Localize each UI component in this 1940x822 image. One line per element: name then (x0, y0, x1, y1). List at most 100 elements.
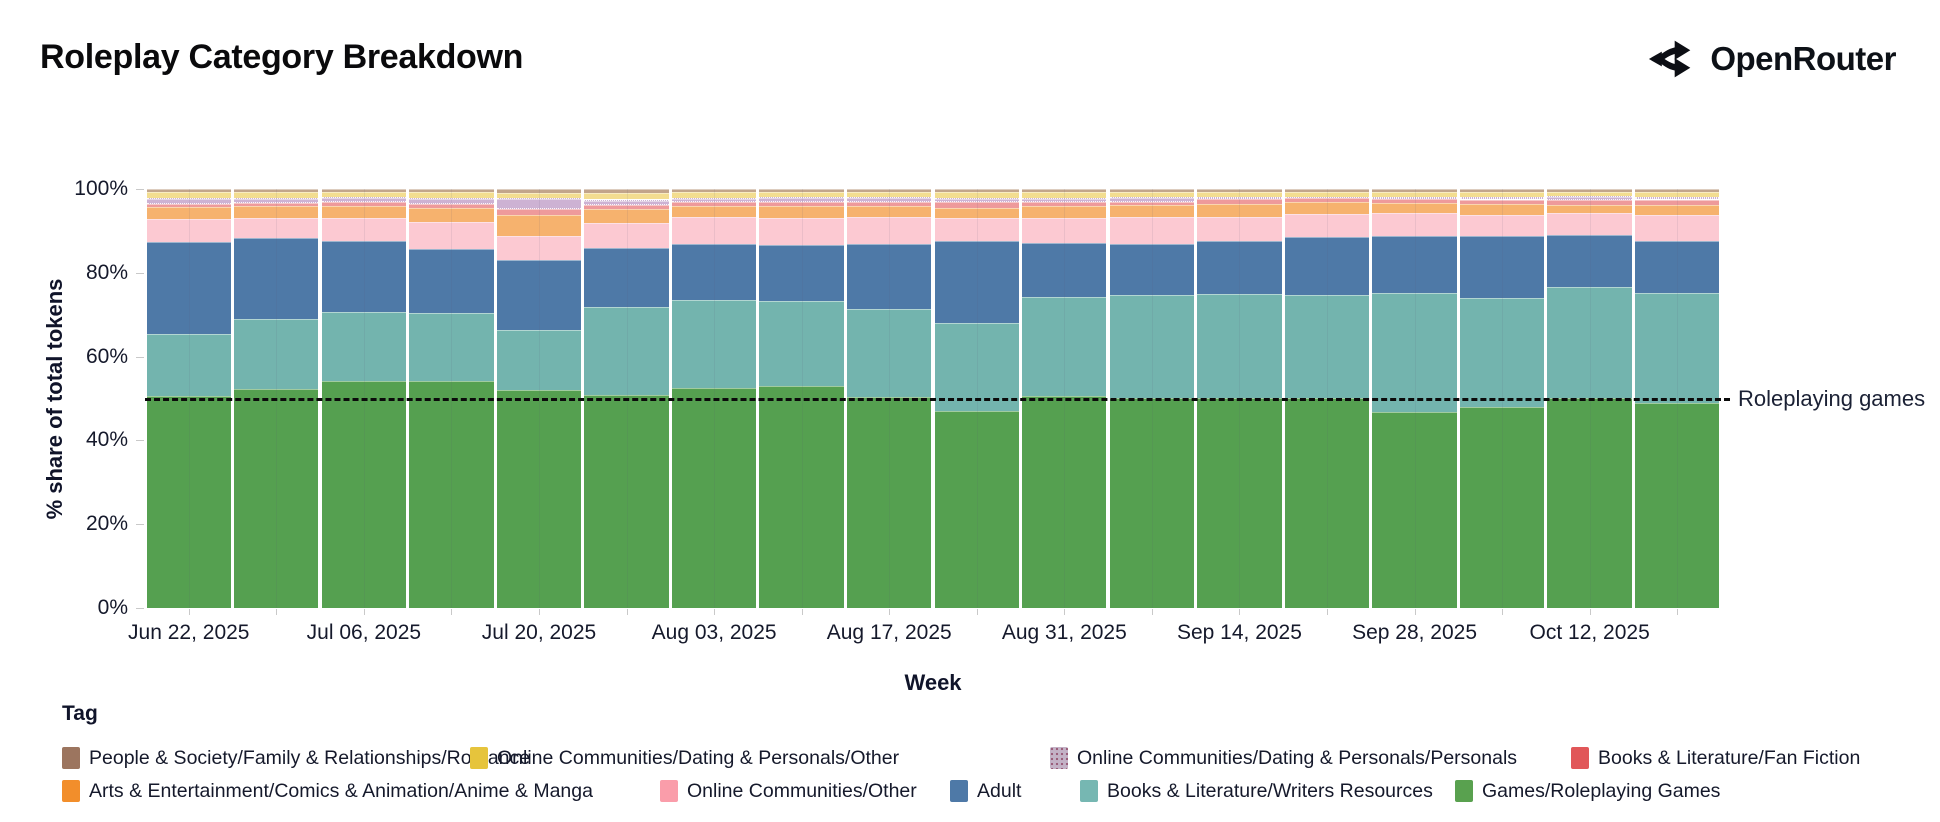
bar-segment[interactable] (1372, 196, 1457, 199)
bar-segment[interactable] (671, 202, 757, 207)
bar-segment[interactable] (146, 396, 231, 608)
bar-segment[interactable] (934, 410, 1019, 608)
bar-segment[interactable] (1284, 191, 1370, 197)
legend-item[interactable]: People & Society/Family & Relationships/… (62, 746, 530, 770)
bar-segment[interactable] (671, 299, 757, 389)
bar-segment[interactable] (1197, 191, 1282, 197)
bar-segment[interactable] (234, 189, 319, 193)
bar-segment[interactable] (1372, 198, 1457, 204)
bar-segment[interactable] (1547, 397, 1632, 608)
bar-segment[interactable] (847, 189, 932, 192)
bar-segment[interactable] (1109, 189, 1195, 192)
bar-segment[interactable] (847, 396, 932, 608)
bar-segment[interactable] (496, 189, 582, 194)
bar-segment[interactable] (1459, 407, 1545, 608)
bar-segment[interactable] (759, 386, 844, 608)
bar-segment[interactable] (409, 198, 494, 204)
bar-segment[interactable] (234, 192, 319, 198)
bar-segment[interactable] (934, 241, 1019, 323)
bar-segment[interactable] (1197, 217, 1282, 242)
bar-segment[interactable] (1635, 204, 1720, 215)
stacked-bar[interactable] (934, 189, 1019, 608)
bar-segment[interactable] (934, 218, 1019, 242)
bar-segment[interactable] (321, 189, 407, 192)
legend-item[interactable]: Arts & Entertainment/Comics & Animation/… (62, 779, 593, 803)
bar-segment[interactable] (1372, 189, 1457, 192)
bar-segment[interactable] (847, 197, 932, 202)
stacked-bar[interactable] (671, 189, 757, 608)
stacked-bar[interactable] (1022, 189, 1107, 608)
bar-segment[interactable] (409, 208, 494, 222)
bar-segment[interactable] (234, 319, 319, 389)
bar-segment[interactable] (1022, 192, 1107, 198)
bar-segment[interactable] (1197, 241, 1282, 295)
bar-segment[interactable] (496, 329, 582, 391)
bar-segment[interactable] (1022, 217, 1107, 243)
legend-item[interactable]: Online Communities/Dating & Personals/Pe… (1050, 746, 1517, 770)
stacked-bar[interactable] (1459, 189, 1545, 608)
bar-segment[interactable] (496, 390, 582, 608)
bar-segment[interactable] (671, 192, 757, 198)
bar-segment[interactable] (1022, 206, 1107, 218)
bar-segment[interactable] (1547, 213, 1632, 235)
bar-segment[interactable] (146, 204, 231, 208)
bar-segment[interactable] (1635, 196, 1720, 200)
bar-segment[interactable] (1197, 397, 1282, 608)
bar-segment[interactable] (409, 221, 494, 249)
bar-segment[interactable] (1372, 213, 1457, 236)
bar-segment[interactable] (759, 245, 844, 301)
bar-segment[interactable] (934, 202, 1019, 209)
bar-segment[interactable] (321, 240, 407, 312)
bar-segment[interactable] (671, 206, 757, 218)
bar-segment[interactable] (1547, 196, 1632, 201)
bar-segment[interactable] (234, 217, 319, 238)
bar-segment[interactable] (496, 236, 582, 261)
bar-segment[interactable] (1109, 397, 1195, 608)
bar-segment[interactable] (1197, 189, 1282, 192)
bar-segment[interactable] (759, 201, 844, 206)
bar-segment[interactable] (1284, 198, 1370, 203)
bar-segment[interactable] (584, 307, 669, 395)
bar-segment[interactable] (1635, 191, 1720, 197)
bar-segment[interactable] (1547, 287, 1632, 398)
bar-segment[interactable] (1284, 189, 1370, 192)
bar-segment[interactable] (1022, 189, 1107, 193)
bar-segment[interactable] (321, 202, 407, 206)
bar-segment[interactable] (1459, 236, 1545, 299)
bar-segment[interactable] (1372, 235, 1457, 293)
stacked-bar[interactable] (1547, 189, 1632, 608)
bar-segment[interactable] (584, 193, 669, 200)
bar-segment[interactable] (1109, 243, 1195, 296)
bar-segment[interactable] (584, 247, 669, 308)
bar-segment[interactable] (584, 208, 669, 224)
bar-segment[interactable] (1459, 204, 1545, 215)
bar-segment[interactable] (671, 388, 757, 608)
bar-segment[interactable] (1459, 189, 1545, 192)
bar-segment[interactable] (584, 204, 669, 209)
bar-segment[interactable] (146, 189, 231, 192)
bar-segment[interactable] (1284, 237, 1370, 295)
bar-segment[interactable] (934, 208, 1019, 219)
bar-segment[interactable] (934, 189, 1019, 192)
bar-segment[interactable] (671, 217, 757, 244)
bar-segment[interactable] (1635, 215, 1720, 241)
bar-segment[interactable] (1547, 234, 1632, 288)
bar-segment[interactable] (1022, 242, 1107, 297)
bar-segment[interactable] (1635, 199, 1720, 205)
bar-segment[interactable] (1109, 295, 1195, 398)
bar-segment[interactable] (1284, 398, 1370, 608)
bar-segment[interactable] (847, 217, 932, 244)
stacked-bar[interactable] (584, 189, 669, 608)
stacked-bar[interactable] (1372, 189, 1457, 608)
bar-segment[interactable] (496, 215, 582, 237)
bar-segment[interactable] (1109, 205, 1195, 218)
bar-segment[interactable] (759, 300, 844, 387)
bar-segment[interactable] (1547, 200, 1632, 205)
stacked-bar[interactable] (321, 189, 407, 608)
bar-segment[interactable] (1372, 411, 1457, 608)
bar-segment[interactable] (759, 205, 844, 219)
bar-segment[interactable] (1109, 197, 1195, 202)
bar-segment[interactable] (1372, 191, 1457, 197)
bar-segment[interactable] (321, 311, 407, 381)
bar-segment[interactable] (1635, 402, 1720, 608)
